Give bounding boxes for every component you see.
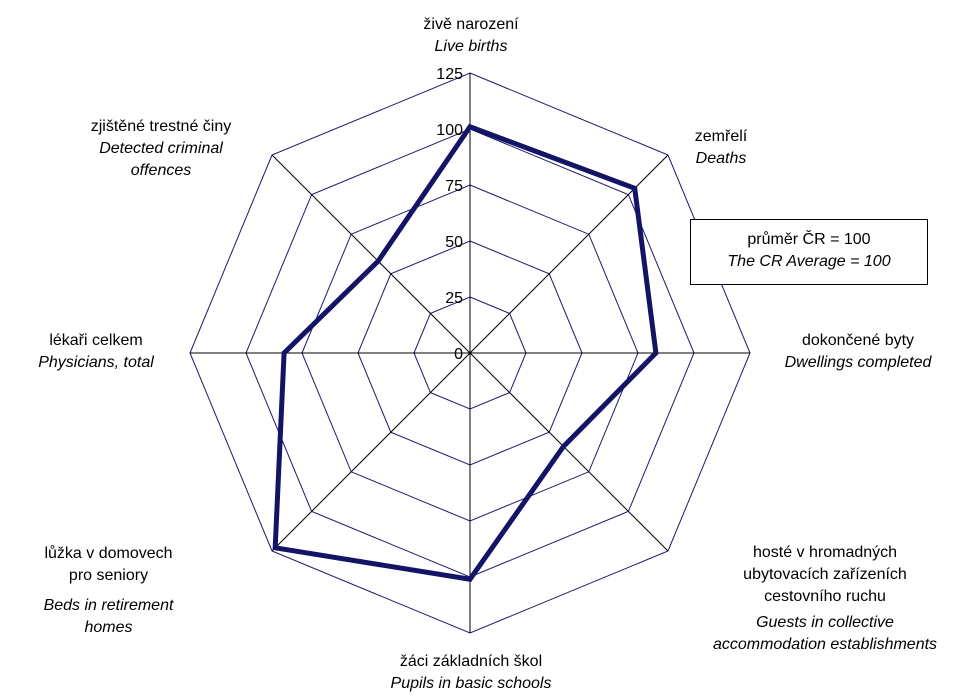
axis-label-en: Pupils in basic schools (390, 675, 552, 692)
data-series (272, 123, 659, 582)
legend-text-cz: průměr ČR = 100 (747, 231, 871, 248)
axis-spoke (469, 154, 669, 354)
axis-label-en: Dwellings completed (784, 354, 932, 371)
axis-label-cz: dokončené byty (801, 332, 915, 349)
axis-label-en: Beds in retirement homes (43, 597, 174, 636)
axis-label-guests: hosté v hromadných ubytovacích zařízeníc… (680, 542, 970, 656)
axis-label-cz: zemřelí (694, 128, 748, 145)
tick-label: 25 (445, 290, 463, 307)
axis-label-en: Guests in collective accommodation estab… (712, 614, 938, 653)
radial-tick-labels: 0 25 50 75 100 125 (436, 66, 463, 363)
axis-label-cz: živě narození (423, 16, 519, 33)
radar-spokes (190, 73, 750, 633)
legend-text-en: The CR Average = 100 (727, 253, 891, 270)
tick-label: 100 (436, 122, 463, 139)
tick-label: 50 (445, 234, 463, 251)
legend-box: průměr ČR = 100 The CR Average = 100 (690, 219, 928, 285)
axis-spoke (271, 352, 471, 552)
axis-label-en: Live births (434, 38, 508, 55)
axis-label-en: Physicians, total (38, 354, 154, 371)
tick-label: 75 (445, 178, 463, 195)
tick-label: 0 (454, 346, 463, 363)
axis-label-physicians: lékaři celkem Physicians, total (2, 330, 190, 374)
axis-label-en: Detected criminal offences (99, 140, 223, 179)
axis-label-criminal-offences: zjištěné trestné činy Detected criminal … (56, 116, 266, 182)
axis-label-dwellings: dokončené byty Dwellings completed (748, 330, 968, 374)
axis-label-pupils: žáci základních škol Pupils in basic sch… (361, 651, 581, 695)
series-line (272, 123, 659, 582)
axis-label-cz: lůžka v domovech pro seniory (44, 545, 173, 584)
axis-label-deaths: zemřelí Deaths (656, 126, 786, 170)
axis-label-cz: zjištěné trestné činy (90, 118, 232, 135)
axis-spoke (271, 154, 471, 354)
axis-spoke (469, 352, 669, 552)
axis-label-cz: hosté v hromadných ubytovacích zařízeníc… (743, 544, 907, 605)
axis-label-cz: lékaři celkem (49, 332, 143, 349)
axis-label-live-births: živě narození Live births (371, 14, 571, 58)
axis-label-beds: lůžka v domovech pro seniory Beds in ret… (16, 543, 201, 639)
axis-label-en: Deaths (695, 150, 747, 167)
axis-label-cz: žáci základních škol (399, 653, 543, 670)
tick-label: 125 (436, 66, 463, 83)
